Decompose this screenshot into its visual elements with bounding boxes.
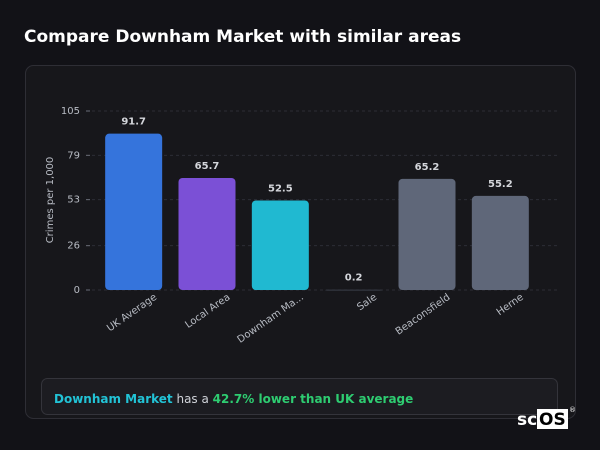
y-tick-label: 105 — [61, 106, 80, 117]
summary-area: Downham Market — [54, 392, 173, 406]
bar — [325, 289, 383, 291]
logo-box — [537, 409, 568, 429]
value-label: 91.7 — [121, 117, 146, 128]
bar — [471, 195, 529, 290]
logo-mark: ® — [569, 406, 576, 414]
logo-text: OS — [539, 410, 566, 430]
bar — [178, 177, 236, 290]
summary: Downham Market has a 42.7% lower than UK… — [54, 392, 413, 406]
value-label: 65.2 — [415, 162, 440, 173]
value-label: 0.2 — [345, 273, 363, 284]
y-tick-label: 26 — [67, 241, 80, 252]
summary-box — [41, 378, 558, 415]
y-tick-label: 0 — [74, 285, 80, 296]
value-label: 65.7 — [195, 161, 220, 172]
bar — [398, 178, 456, 290]
y-axis-title: Crimes per 1,000 — [45, 157, 56, 244]
summary-text: has a — [173, 392, 213, 406]
bar — [105, 133, 163, 290]
value-label: 55.2 — [488, 179, 513, 190]
page-title: Compare Downham Market with similar area… — [24, 27, 461, 47]
y-tick-label: 79 — [67, 150, 80, 161]
bar — [251, 200, 309, 290]
value-label: 52.5 — [268, 184, 293, 195]
summary-highlight: 42.7% lower than UK average — [213, 392, 414, 406]
logo-text: sc — [517, 410, 537, 430]
y-tick-label: 53 — [67, 195, 80, 206]
